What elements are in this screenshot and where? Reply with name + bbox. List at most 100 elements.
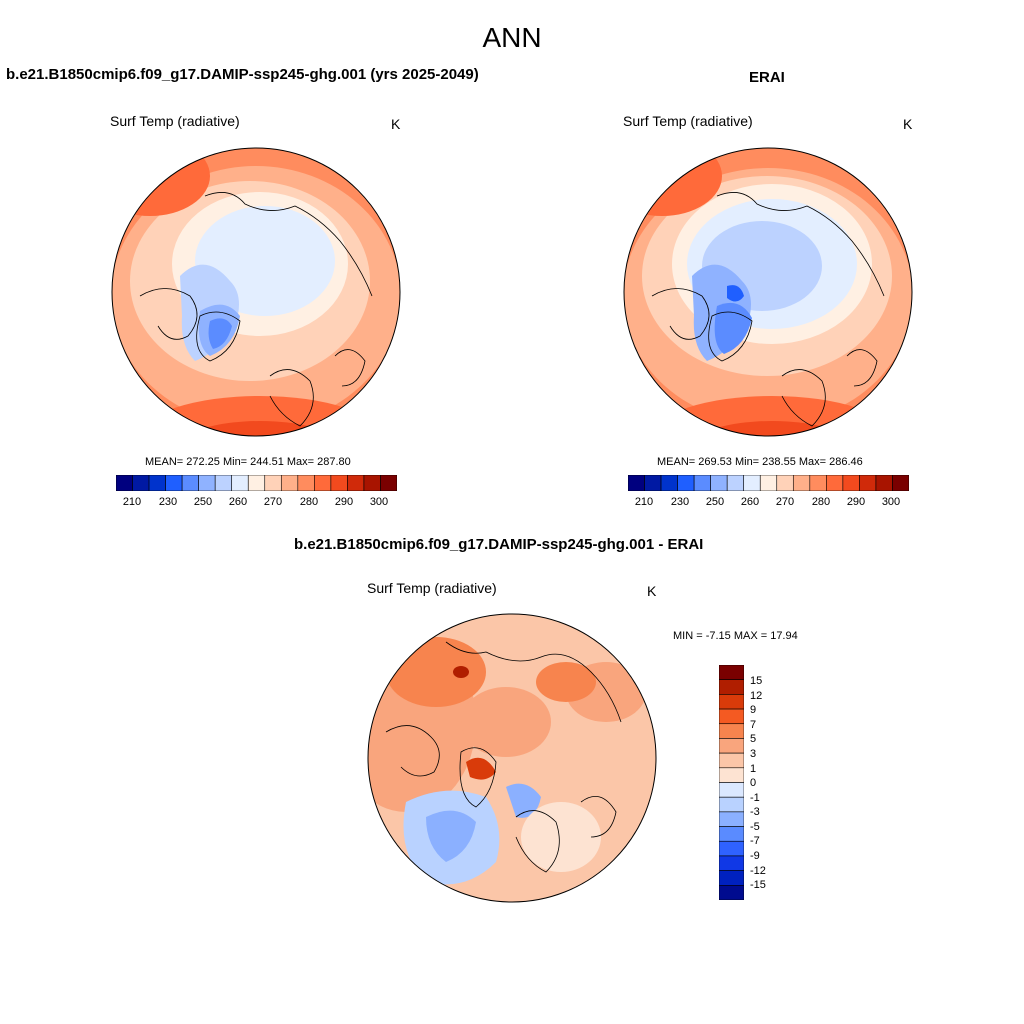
- cbar-tick-label: 12: [750, 690, 763, 702]
- cbar-tick-label: 260: [740, 496, 760, 508]
- cbar-tick-label: 290: [846, 496, 866, 508]
- diff-panel-title: b.e21.B1850cmip6.f09_g17.DAMIP-ssp245-gh…: [294, 536, 704, 553]
- cbar-tick-label: 260: [228, 496, 248, 508]
- model-panel-title: b.e21.B1850cmip6.f09_g17.DAMIP-ssp245-gh…: [6, 66, 479, 83]
- obs-panel-title: ERAI: [749, 69, 785, 86]
- colorbar-swatch: [660, 475, 678, 491]
- cbar-tick-label: 280: [299, 496, 319, 508]
- colorbar-swatch: [214, 475, 233, 491]
- colorbar-swatch: [719, 665, 744, 680]
- cbar-tick-label: 250: [193, 496, 213, 508]
- colorbar-swatch: [892, 475, 909, 491]
- colorbar-swatch: [719, 752, 744, 769]
- model-colorbar-labels: 210 230 250 260 270 280 290 300: [116, 496, 397, 510]
- colorbar-swatch: [792, 475, 811, 491]
- diff-stats: MIN = -7.15 MAX = 17.94: [673, 630, 798, 642]
- diff-units-label: K: [647, 583, 657, 599]
- model-stats: MEAN= 272.25 Min= 244.51 Max= 287.80: [145, 456, 351, 468]
- colorbar-swatch: [719, 738, 744, 754]
- colorbar-swatch: [743, 475, 761, 491]
- colorbar-swatch: [719, 708, 744, 725]
- obs-units-label: K: [903, 116, 913, 132]
- obs-colorbar-labels: 210 230 250 260 270 280 290 300: [628, 496, 909, 510]
- cbar-tick-label: 7: [750, 719, 757, 731]
- figure-title: ANN: [482, 22, 542, 53]
- cbar-tick-label: -1: [750, 792, 760, 804]
- colorbar-swatch: [231, 475, 249, 491]
- colorbar-swatch: [181, 475, 199, 491]
- cbar-tick-label: 290: [334, 496, 354, 508]
- obs-variable-label: Surf Temp (radiative): [623, 113, 753, 129]
- cbar-tick-label: 1: [750, 763, 757, 775]
- cbar-tick-label: 210: [634, 496, 654, 508]
- colorbar-swatch: [759, 475, 778, 491]
- colorbar-swatch: [776, 475, 794, 491]
- colorbar-swatch: [148, 475, 166, 491]
- colorbar-swatch: [116, 475, 133, 491]
- cbar-tick-label: 15: [750, 675, 763, 687]
- cbar-tick-label: 250: [705, 496, 725, 508]
- colorbar-swatch: [280, 475, 299, 491]
- cbar-tick-label: -7: [750, 835, 760, 847]
- colorbar-swatch: [693, 475, 711, 491]
- cbar-tick-label: -15: [750, 879, 766, 891]
- colorbar-swatch: [826, 475, 844, 491]
- colorbar-swatch: [677, 475, 695, 491]
- cbar-tick-label: 5: [750, 733, 757, 745]
- cbar-tick-label: 270: [775, 496, 795, 508]
- colorbar-swatch: [859, 475, 877, 491]
- cbar-tick-label: -3: [750, 806, 760, 818]
- colorbar-swatch: [719, 694, 744, 710]
- colorbar-swatch: [363, 475, 381, 491]
- cbar-tick-label: 280: [811, 496, 831, 508]
- colorbar-swatch: [719, 782, 744, 798]
- colorbar-swatch: [719, 767, 744, 783]
- obs-stats: MEAN= 269.53 Min= 238.55 Max= 286.46: [657, 456, 863, 468]
- cbar-tick-label: 300: [881, 496, 901, 508]
- colorbar-swatch: [719, 723, 744, 739]
- model-polar-map: [111, 147, 401, 437]
- colorbar-swatch: [842, 475, 860, 491]
- obs-colorbar: [628, 475, 909, 491]
- colorbar-swatch: [809, 475, 827, 491]
- colorbar-swatch: [247, 475, 266, 491]
- cbar-tick-label: 9: [750, 704, 757, 716]
- colorbar-swatch: [198, 475, 216, 491]
- cbar-tick-label: 300: [369, 496, 389, 508]
- colorbar-swatch: [132, 475, 150, 491]
- diff-polar-map: [367, 613, 657, 903]
- colorbar-swatch: [264, 475, 282, 491]
- colorbar-swatch: [719, 826, 744, 842]
- model-colorbar: [116, 475, 397, 491]
- cbar-tick-label: 230: [670, 496, 690, 508]
- model-units-label: K: [391, 116, 401, 132]
- diff-colorbar-labels: 15 12 9 7 5 3 1 0 -1 -3 -5 -7 -9 -12 -15: [750, 670, 790, 900]
- colorbar-swatch: [719, 855, 744, 871]
- colorbar-swatch: [347, 475, 365, 491]
- diff-variable-label: Surf Temp (radiative): [367, 580, 497, 596]
- colorbar-swatch: [726, 475, 745, 491]
- colorbar-swatch: [380, 475, 397, 491]
- colorbar-swatch: [719, 796, 744, 813]
- colorbar-swatch: [719, 679, 744, 695]
- cbar-tick-label: 3: [750, 748, 757, 760]
- obs-polar-map: [623, 147, 913, 437]
- cbar-tick-label: 270: [263, 496, 283, 508]
- cbar-tick-label: -5: [750, 821, 760, 833]
- colorbar-swatch: [719, 870, 744, 886]
- colorbar-swatch: [330, 475, 348, 491]
- colorbar-swatch: [719, 811, 744, 827]
- diff-colorbar: [719, 665, 744, 900]
- colorbar-swatch: [644, 475, 662, 491]
- model-variable-label: Surf Temp (radiative): [110, 113, 240, 129]
- colorbar-swatch: [314, 475, 332, 491]
- cbar-tick-label: 0: [750, 777, 757, 789]
- colorbar-swatch: [628, 475, 645, 491]
- cbar-tick-label: 230: [158, 496, 178, 508]
- cbar-tick-label: -12: [750, 865, 766, 877]
- colorbar-swatch: [297, 475, 315, 491]
- colorbar-swatch: [719, 840, 744, 857]
- cbar-tick-label: 210: [122, 496, 142, 508]
- colorbar-swatch: [719, 885, 744, 900]
- colorbar-swatch: [875, 475, 893, 491]
